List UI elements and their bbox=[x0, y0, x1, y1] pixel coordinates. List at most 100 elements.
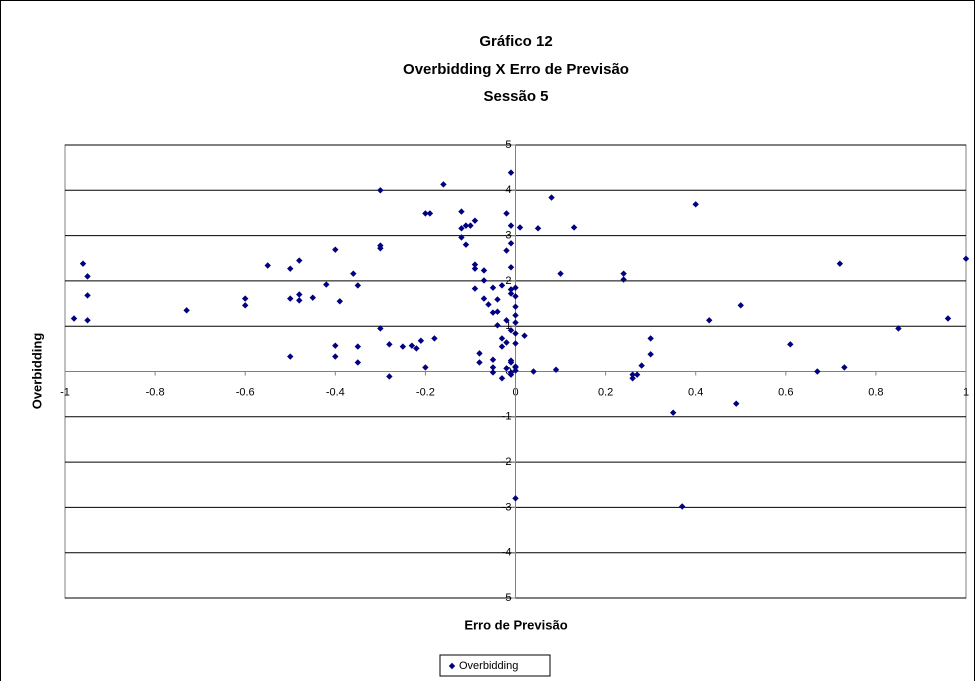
point bbox=[485, 301, 492, 308]
point bbox=[512, 303, 519, 310]
point bbox=[512, 495, 519, 502]
point bbox=[512, 284, 519, 291]
point bbox=[332, 246, 339, 253]
point bbox=[503, 365, 510, 372]
point bbox=[413, 345, 420, 352]
point bbox=[507, 264, 515, 271]
point bbox=[962, 255, 970, 262]
point bbox=[944, 315, 952, 322]
x-tick-label: -1 bbox=[60, 386, 70, 398]
point bbox=[471, 217, 479, 224]
point bbox=[462, 222, 470, 229]
y-tick-label: -5 bbox=[502, 592, 512, 604]
point bbox=[737, 302, 744, 309]
point bbox=[377, 325, 384, 332]
point bbox=[620, 270, 627, 277]
point bbox=[471, 261, 479, 268]
point bbox=[629, 375, 636, 382]
point bbox=[895, 325, 902, 332]
point bbox=[706, 317, 713, 324]
point bbox=[426, 210, 434, 217]
point bbox=[84, 292, 91, 299]
point bbox=[242, 295, 249, 302]
point bbox=[516, 224, 524, 231]
point bbox=[507, 327, 515, 334]
point bbox=[287, 295, 294, 302]
point bbox=[498, 343, 506, 350]
point bbox=[480, 277, 488, 284]
point bbox=[633, 371, 641, 378]
point bbox=[440, 181, 447, 188]
x-tick-label: -0.6 bbox=[236, 386, 255, 398]
legend-marker bbox=[448, 662, 456, 670]
point bbox=[287, 353, 294, 360]
point bbox=[498, 335, 506, 342]
point bbox=[512, 364, 519, 371]
point bbox=[521, 332, 528, 339]
point bbox=[503, 210, 510, 217]
point bbox=[503, 247, 510, 254]
x-tick-label: 0.4 bbox=[688, 386, 703, 398]
point bbox=[507, 222, 515, 229]
point bbox=[471, 285, 479, 292]
point bbox=[242, 302, 249, 309]
point bbox=[507, 371, 515, 378]
point bbox=[512, 312, 519, 319]
x-tick-label: -0.4 bbox=[326, 386, 345, 398]
point bbox=[507, 286, 515, 293]
x-tick-label: -0.8 bbox=[146, 386, 165, 398]
point bbox=[557, 270, 564, 277]
point bbox=[498, 282, 506, 289]
point bbox=[480, 295, 488, 302]
point bbox=[503, 317, 510, 324]
point bbox=[512, 340, 519, 347]
point bbox=[332, 342, 339, 349]
point bbox=[183, 307, 190, 314]
point bbox=[417, 337, 425, 344]
point bbox=[408, 342, 416, 349]
chart-title: Gráfico 12 bbox=[479, 33, 552, 50]
point bbox=[264, 262, 271, 269]
y-tick-label: -4 bbox=[502, 547, 512, 559]
point bbox=[530, 368, 537, 375]
point bbox=[287, 265, 294, 272]
point bbox=[309, 294, 316, 301]
point bbox=[638, 362, 645, 369]
point bbox=[841, 364, 848, 371]
point bbox=[692, 201, 699, 208]
point bbox=[489, 309, 497, 316]
x-axis-label: Erro de Previsão bbox=[464, 617, 567, 632]
point bbox=[507, 240, 515, 247]
point bbox=[507, 290, 515, 297]
point bbox=[458, 208, 465, 215]
point bbox=[498, 375, 506, 382]
point bbox=[629, 371, 636, 378]
point bbox=[489, 364, 497, 371]
point bbox=[512, 330, 519, 337]
point bbox=[332, 353, 339, 360]
point bbox=[507, 169, 515, 176]
y-tick-label: 3 bbox=[505, 230, 511, 242]
point bbox=[79, 260, 87, 267]
point bbox=[84, 317, 91, 324]
point bbox=[489, 284, 497, 291]
point bbox=[386, 373, 393, 380]
y-tick-label: -3 bbox=[502, 501, 512, 513]
point bbox=[489, 356, 497, 363]
x-tick-label: -0.2 bbox=[416, 386, 435, 398]
point bbox=[377, 187, 384, 194]
point bbox=[354, 282, 362, 289]
x-tick-label: 0.6 bbox=[778, 386, 793, 398]
chart-title: Sessão 5 bbox=[483, 88, 548, 105]
point bbox=[458, 225, 465, 232]
point bbox=[507, 359, 515, 366]
y-tick-label: 5 bbox=[505, 139, 511, 151]
point bbox=[534, 225, 542, 232]
point bbox=[323, 281, 330, 288]
y-axis-label: Overbidding bbox=[29, 333, 44, 410]
point bbox=[647, 351, 654, 358]
point bbox=[494, 308, 501, 315]
point bbox=[552, 366, 560, 373]
point bbox=[620, 276, 627, 283]
